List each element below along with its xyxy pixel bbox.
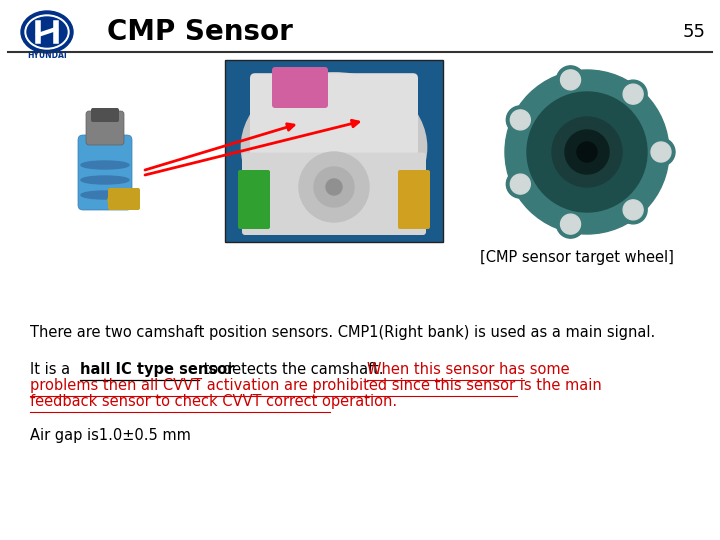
Circle shape bbox=[510, 110, 531, 130]
Circle shape bbox=[314, 167, 354, 207]
Circle shape bbox=[527, 92, 647, 212]
Text: HYUNDAI: HYUNDAI bbox=[27, 51, 67, 60]
Ellipse shape bbox=[81, 176, 129, 184]
Ellipse shape bbox=[81, 161, 129, 169]
Text: to detects the camshaft.: to detects the camshaft. bbox=[199, 362, 392, 377]
Text: problems then all CVVT activation are prohibited since this sensor is the main: problems then all CVVT activation are pr… bbox=[30, 378, 602, 393]
FancyBboxPatch shape bbox=[225, 60, 443, 242]
Ellipse shape bbox=[25, 15, 69, 49]
Circle shape bbox=[505, 70, 669, 234]
Circle shape bbox=[619, 196, 647, 224]
Ellipse shape bbox=[27, 17, 67, 47]
Circle shape bbox=[623, 84, 643, 104]
Circle shape bbox=[552, 117, 622, 187]
Ellipse shape bbox=[241, 73, 427, 222]
Text: CMP Sensor: CMP Sensor bbox=[107, 18, 293, 46]
FancyBboxPatch shape bbox=[398, 170, 430, 229]
FancyBboxPatch shape bbox=[91, 108, 119, 122]
Text: It is a: It is a bbox=[30, 362, 75, 377]
Text: hall IC type sensor: hall IC type sensor bbox=[80, 362, 234, 377]
Text: 55: 55 bbox=[683, 23, 706, 41]
Circle shape bbox=[506, 106, 534, 134]
FancyBboxPatch shape bbox=[78, 135, 132, 210]
FancyBboxPatch shape bbox=[86, 111, 124, 145]
Text: Air gap is1.0±0.5 mm: Air gap is1.0±0.5 mm bbox=[30, 428, 191, 443]
Circle shape bbox=[619, 80, 647, 108]
FancyBboxPatch shape bbox=[108, 188, 140, 210]
FancyBboxPatch shape bbox=[250, 73, 418, 165]
Text: There are two camshaft position sensors. CMP1(Right bank) is used as a main sign: There are two camshaft position sensors.… bbox=[30, 325, 655, 340]
Text: feedback sensor to check CVVT correct operation.: feedback sensor to check CVVT correct op… bbox=[30, 394, 397, 409]
Ellipse shape bbox=[21, 11, 73, 53]
Ellipse shape bbox=[108, 191, 138, 209]
Circle shape bbox=[510, 174, 531, 194]
Circle shape bbox=[651, 142, 671, 162]
Circle shape bbox=[577, 142, 597, 162]
Text: When this sensor has some: When this sensor has some bbox=[367, 362, 570, 377]
Circle shape bbox=[565, 130, 609, 174]
Circle shape bbox=[506, 170, 534, 198]
FancyBboxPatch shape bbox=[238, 170, 270, 229]
Circle shape bbox=[557, 210, 585, 238]
Circle shape bbox=[299, 152, 369, 222]
Circle shape bbox=[326, 179, 342, 195]
Circle shape bbox=[561, 70, 580, 90]
Circle shape bbox=[623, 200, 643, 220]
Circle shape bbox=[647, 138, 675, 166]
Text: [CMP sensor target wheel]: [CMP sensor target wheel] bbox=[480, 250, 674, 265]
Circle shape bbox=[557, 66, 585, 94]
Ellipse shape bbox=[81, 191, 129, 199]
Circle shape bbox=[561, 214, 580, 234]
FancyBboxPatch shape bbox=[242, 153, 426, 235]
FancyBboxPatch shape bbox=[272, 67, 328, 108]
